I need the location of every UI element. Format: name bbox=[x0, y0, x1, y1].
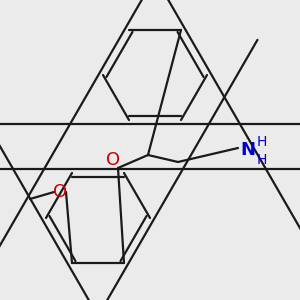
Text: N: N bbox=[241, 141, 256, 159]
Text: O: O bbox=[106, 151, 120, 169]
Text: O: O bbox=[53, 183, 67, 201]
Text: H: H bbox=[257, 135, 267, 149]
Text: H: H bbox=[257, 153, 267, 167]
